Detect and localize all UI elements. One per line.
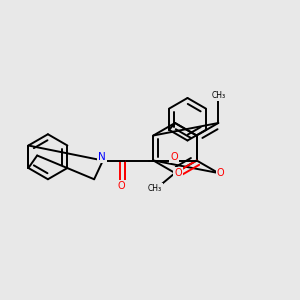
Text: O: O	[118, 181, 125, 191]
Text: CH₃: CH₃	[211, 91, 225, 100]
Text: O: O	[217, 168, 224, 178]
Text: O: O	[170, 152, 178, 163]
Text: CH₃: CH₃	[148, 184, 162, 193]
Text: N: N	[98, 152, 106, 161]
Text: O: O	[174, 168, 182, 178]
